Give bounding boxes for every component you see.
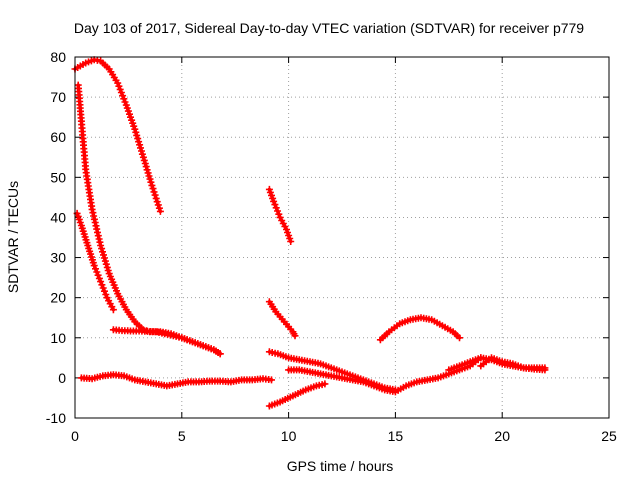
x-tick-label: 0 <box>71 428 79 444</box>
x-tick-label: 15 <box>388 428 404 444</box>
data-point <box>94 271 102 279</box>
data-point <box>93 268 101 276</box>
data-point <box>138 147 145 155</box>
x-tick-label: 10 <box>281 428 297 444</box>
y-tick-label: 60 <box>50 129 66 145</box>
data-series-arc-4 <box>109 326 224 358</box>
y-tick-label: 70 <box>50 89 66 105</box>
data-point <box>109 306 117 314</box>
data-point <box>90 262 98 270</box>
data-point <box>98 245 106 253</box>
data-point <box>120 95 128 103</box>
data-series-arc-5 <box>77 371 275 390</box>
data-point <box>271 201 279 209</box>
data-series-arc-11 <box>376 314 463 344</box>
data-series-arc-10 <box>285 354 485 396</box>
data-point <box>274 207 281 215</box>
data-series-arc-7 <box>265 298 299 340</box>
data-point <box>541 366 549 374</box>
data-point <box>117 89 125 96</box>
data-point <box>98 281 106 289</box>
data-point <box>321 380 329 388</box>
data-point <box>287 238 295 245</box>
data-point <box>153 198 161 206</box>
data-point <box>95 274 103 282</box>
x-tick-label: 5 <box>178 428 186 444</box>
x-tick-label: 20 <box>494 428 510 444</box>
y-tick-label: 0 <box>58 370 66 386</box>
grid <box>75 57 609 418</box>
data-point <box>142 163 150 171</box>
data-point <box>115 82 123 90</box>
data-point <box>92 265 99 273</box>
data-point <box>456 334 463 342</box>
series-layer <box>71 56 549 410</box>
data-point <box>99 284 107 292</box>
y-tick-label: 20 <box>50 290 66 306</box>
data-point <box>97 278 105 286</box>
data-point <box>147 178 155 186</box>
data-point <box>148 181 156 189</box>
chart-title: Day 103 of 2017, Sidereal Day-to-day VTE… <box>74 20 584 36</box>
data-point <box>102 260 110 268</box>
data-series-arc-1 <box>71 56 164 215</box>
data-point <box>154 201 162 209</box>
data-point <box>156 207 164 215</box>
data-point <box>102 291 110 298</box>
data-series-arc-13 <box>477 354 549 374</box>
data-point <box>216 350 224 358</box>
data-point <box>155 204 163 212</box>
x-axis-title: GPS time / hours <box>287 458 394 474</box>
y-tick-label: 30 <box>50 250 66 266</box>
y-axis-title: SDTVAR / TECUs <box>5 181 21 293</box>
data-point <box>101 287 108 295</box>
data-point <box>275 210 283 218</box>
y-tick-label: 10 <box>50 330 66 346</box>
y-tick-label: 80 <box>50 49 66 65</box>
y-tick-label: -10 <box>46 410 66 426</box>
y-tick-label: 50 <box>50 169 66 185</box>
data-point <box>268 376 275 384</box>
data-point <box>291 332 299 340</box>
data-point <box>150 188 158 196</box>
data-point <box>133 131 141 139</box>
data-series-arc-3 <box>73 209 117 314</box>
data-series-arc-6 <box>265 185 295 245</box>
tick-labels: 0 5 10 15 20 25 -10 0 10 20 30 40 50 60 70 80 <box>46 49 617 444</box>
data-series-arc-9 <box>265 380 329 410</box>
data-point <box>151 191 159 199</box>
y-tick-label: 40 <box>50 209 66 225</box>
plot-frame <box>74 56 610 419</box>
data-point <box>149 185 157 193</box>
data-point <box>152 194 160 202</box>
data-point <box>272 204 280 212</box>
x-tick-label: 25 <box>601 428 617 444</box>
data-point <box>270 197 278 205</box>
